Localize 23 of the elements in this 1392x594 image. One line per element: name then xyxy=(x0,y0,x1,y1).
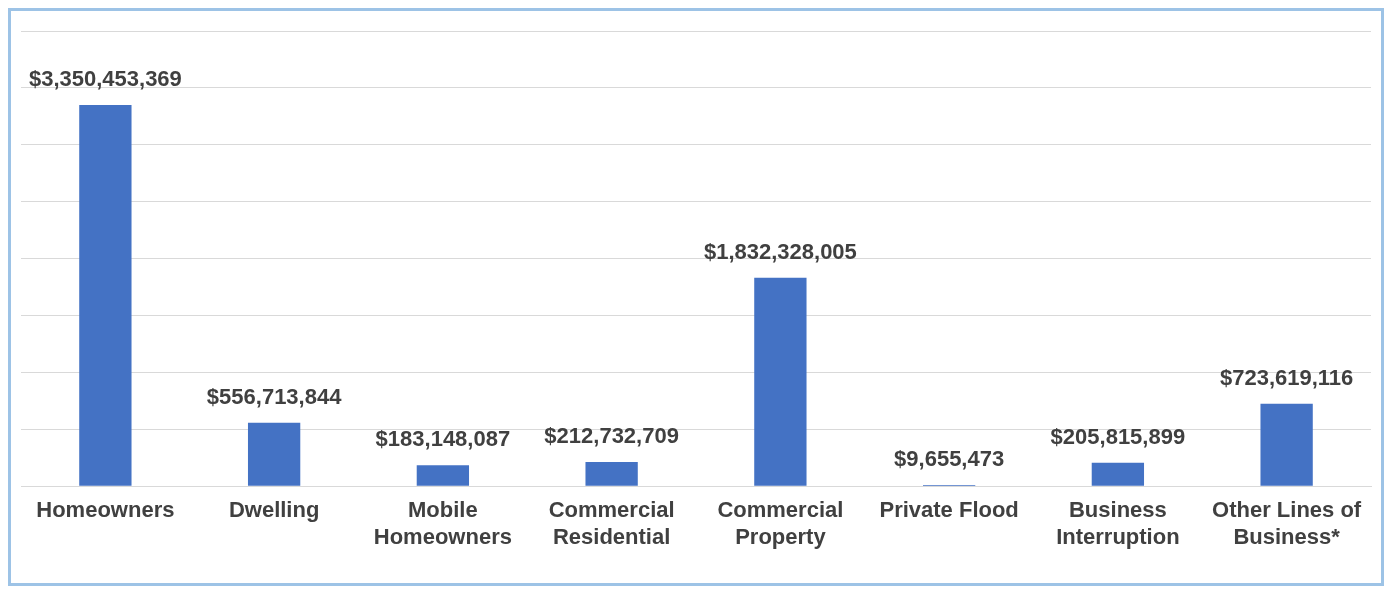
bar xyxy=(1260,403,1313,486)
bar xyxy=(416,465,470,486)
x-tick-label: Mobile Homeowners xyxy=(373,497,512,549)
x-tick-label: Other Lines of Business* xyxy=(1212,497,1362,549)
data-label: $723,619,116 xyxy=(1219,364,1354,390)
x-tick-label: Homeowners xyxy=(36,497,175,523)
x-tick-label: Commercial Residential xyxy=(548,497,675,549)
bar xyxy=(1091,462,1145,486)
data-label: $205,815,899 xyxy=(1050,423,1186,449)
x-tick-label: Business Interruption xyxy=(1056,497,1180,549)
data-label: $1,832,328,005 xyxy=(703,238,857,264)
bar xyxy=(247,422,301,486)
data-label: $183,148,087 xyxy=(375,426,511,452)
x-tick-label: Private Flood xyxy=(879,497,1019,523)
data-label: $212,732,709 xyxy=(544,423,679,449)
data-label: $9,655,473 xyxy=(894,446,1005,472)
bar xyxy=(754,277,807,486)
x-tick-label: Dwelling xyxy=(228,497,320,523)
bar xyxy=(585,461,638,486)
data-label: $556,713,844 xyxy=(206,383,343,409)
bar xyxy=(79,104,132,486)
data-label: $3,350,453,369 xyxy=(28,65,182,91)
x-tick-label: Commercial Property xyxy=(717,497,844,549)
